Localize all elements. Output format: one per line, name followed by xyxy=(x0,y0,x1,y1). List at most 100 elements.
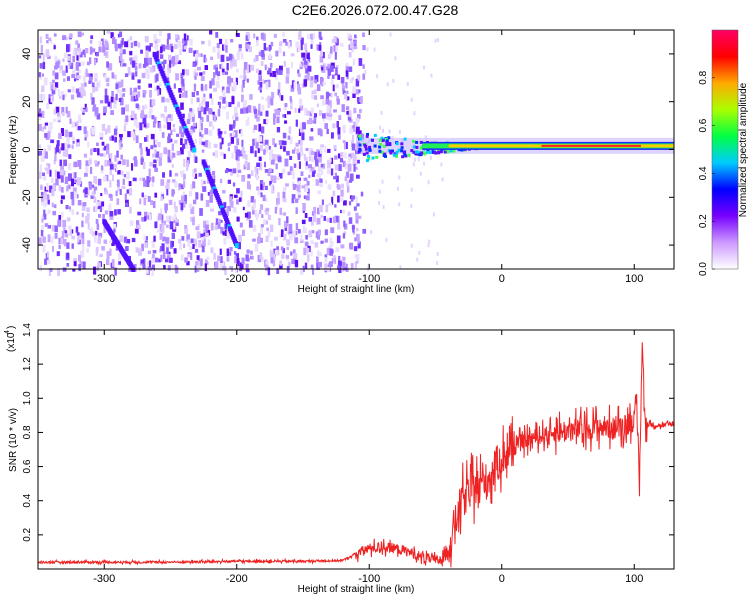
noise-cell xyxy=(235,33,240,37)
noise-cell xyxy=(94,86,99,92)
noise-cell xyxy=(235,77,238,85)
noise-cell xyxy=(135,103,139,109)
noise-cell xyxy=(144,137,147,142)
noise-cell xyxy=(352,159,356,166)
noise-cell xyxy=(160,196,163,201)
noise-cell xyxy=(252,238,256,242)
noise-cell xyxy=(282,32,285,37)
noise-cell xyxy=(219,152,224,156)
noise-cell xyxy=(295,207,298,214)
noise-cell xyxy=(41,94,46,101)
noise-cell xyxy=(282,198,287,203)
noise-cell xyxy=(205,224,209,230)
noise-cell xyxy=(82,75,86,82)
noise-cell xyxy=(77,31,82,38)
noise-cell xyxy=(201,236,204,241)
noise-cell xyxy=(96,113,101,120)
noise-cell xyxy=(219,263,223,271)
noise-cell xyxy=(299,122,304,129)
noise-cell xyxy=(346,90,349,94)
noise-cell xyxy=(286,216,289,223)
noise-cell xyxy=(96,223,100,230)
noise-cell xyxy=(317,250,320,257)
noise-cell xyxy=(255,212,259,221)
noise-cell xyxy=(340,189,344,197)
noise-cell xyxy=(193,168,197,173)
noise-cell xyxy=(293,147,296,151)
noise-cell xyxy=(123,174,127,178)
noise-cell xyxy=(178,183,182,187)
noise-cell xyxy=(38,55,42,59)
noise-cell xyxy=(167,114,171,118)
noise-cell xyxy=(358,130,362,137)
noise-cell xyxy=(99,153,104,157)
noise-cell xyxy=(181,143,186,149)
noise-cell xyxy=(103,52,108,56)
noise-cell xyxy=(129,87,132,96)
noise-cell xyxy=(343,141,346,150)
noise-cell xyxy=(42,175,47,181)
noise-cell xyxy=(44,258,47,265)
noise-cell xyxy=(81,232,85,239)
noise-cell xyxy=(212,125,215,130)
noise-cell xyxy=(279,69,283,75)
noise-cell xyxy=(106,259,110,265)
carrier-cell xyxy=(433,150,436,154)
noise-cell xyxy=(344,92,347,99)
noise-cell xyxy=(129,50,133,56)
noise-cell xyxy=(116,89,120,94)
noise-cell xyxy=(342,261,345,269)
snr-scale-label: (x10 4 ) xyxy=(4,326,17,352)
noise-cell xyxy=(131,60,136,68)
noise-cell xyxy=(144,195,148,200)
noise-cell xyxy=(216,43,220,49)
noise-cell xyxy=(112,174,114,182)
noise-cell xyxy=(362,73,366,80)
noise-cell xyxy=(414,157,416,162)
noise-cell xyxy=(410,203,413,208)
noise-cell xyxy=(227,206,231,212)
noise-cell xyxy=(161,246,165,251)
noise-cell xyxy=(292,249,296,255)
noise-cell xyxy=(183,202,186,208)
noise-cell xyxy=(270,159,275,165)
carrier-cell xyxy=(359,137,363,141)
noise-cell xyxy=(302,122,306,130)
carrier-cell xyxy=(378,138,382,142)
noise-cell xyxy=(119,189,122,195)
noise-cell xyxy=(308,117,313,125)
noise-cell xyxy=(307,33,310,40)
noise-cell xyxy=(77,43,80,51)
noise-cell xyxy=(164,258,168,263)
noise-cell xyxy=(243,75,247,81)
noise-cell xyxy=(240,108,244,114)
noise-cell xyxy=(299,139,303,147)
noise-cell xyxy=(146,148,150,156)
noise-cell xyxy=(108,193,112,198)
noise-cell xyxy=(65,205,69,210)
noise-cell xyxy=(101,141,105,146)
noise-cell xyxy=(158,122,161,128)
noise-cell xyxy=(217,52,220,59)
noise-cell xyxy=(242,152,246,159)
noise-cell xyxy=(279,65,283,72)
noise-cell xyxy=(126,171,130,180)
noise-cell xyxy=(306,52,310,60)
noise-cell xyxy=(334,51,337,60)
noise-cell xyxy=(334,204,337,208)
noise-cell xyxy=(119,235,124,242)
noise-cell xyxy=(114,267,117,276)
noise-cell xyxy=(193,239,197,247)
noise-cell xyxy=(237,101,240,108)
noise-cell xyxy=(221,86,225,93)
noise-cell xyxy=(311,172,315,177)
noise-cell xyxy=(247,174,251,179)
noise-cell xyxy=(332,123,336,129)
noise-cell xyxy=(142,264,146,269)
noise-cell xyxy=(231,132,236,136)
noise-cell xyxy=(160,254,163,262)
noise-cell xyxy=(338,115,342,120)
noise-cell xyxy=(310,167,315,172)
noise-cell xyxy=(299,128,304,133)
noise-cell xyxy=(362,32,365,37)
